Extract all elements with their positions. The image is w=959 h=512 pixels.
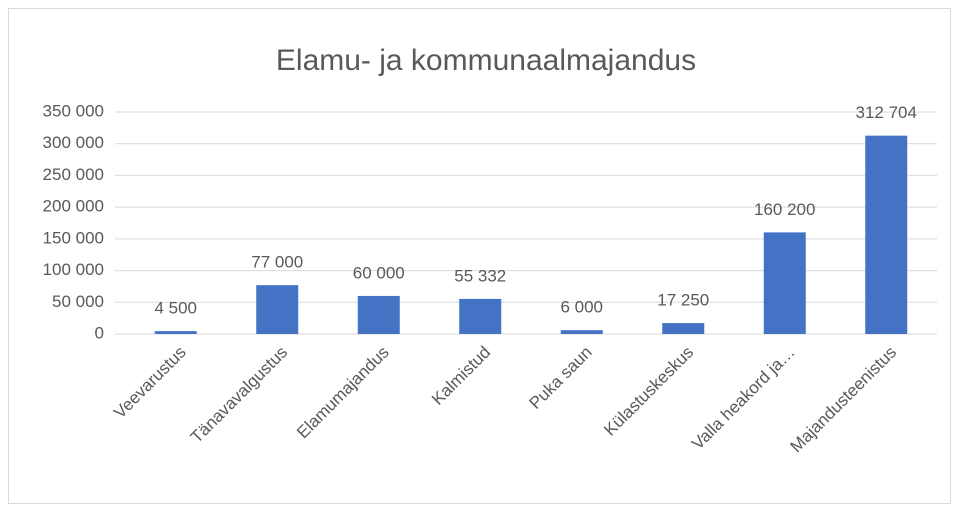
bar [154,331,197,334]
value-label: 17 250 [657,291,709,310]
y-tick-label: 250 000 [43,165,104,184]
bar [459,298,502,334]
y-tick-label: 300 000 [43,133,104,152]
bar [357,295,400,334]
bar [560,330,603,334]
value-label: 77 000 [251,253,303,272]
value-label: 60 000 [353,263,405,282]
y-tick-label: 0 [95,323,104,342]
value-label: 6 000 [560,298,603,317]
y-tick-label: 200 000 [43,197,104,216]
y-tick-label: 150 000 [43,228,104,247]
y-tick-label: 100 000 [43,260,104,279]
chart-title: Elamu- ja kommunaalmajandus [276,44,696,77]
value-label: 4 500 [154,299,197,318]
bar [256,285,299,334]
bar [662,323,705,334]
value-label: 55 332 [454,266,506,285]
value-label: 160 200 [754,200,815,219]
bar [763,232,806,334]
bar [865,135,908,334]
y-tick-label: 350 000 [43,101,104,120]
value-label: 312 704 [856,103,917,122]
y-tick-label: 50 000 [52,292,104,311]
